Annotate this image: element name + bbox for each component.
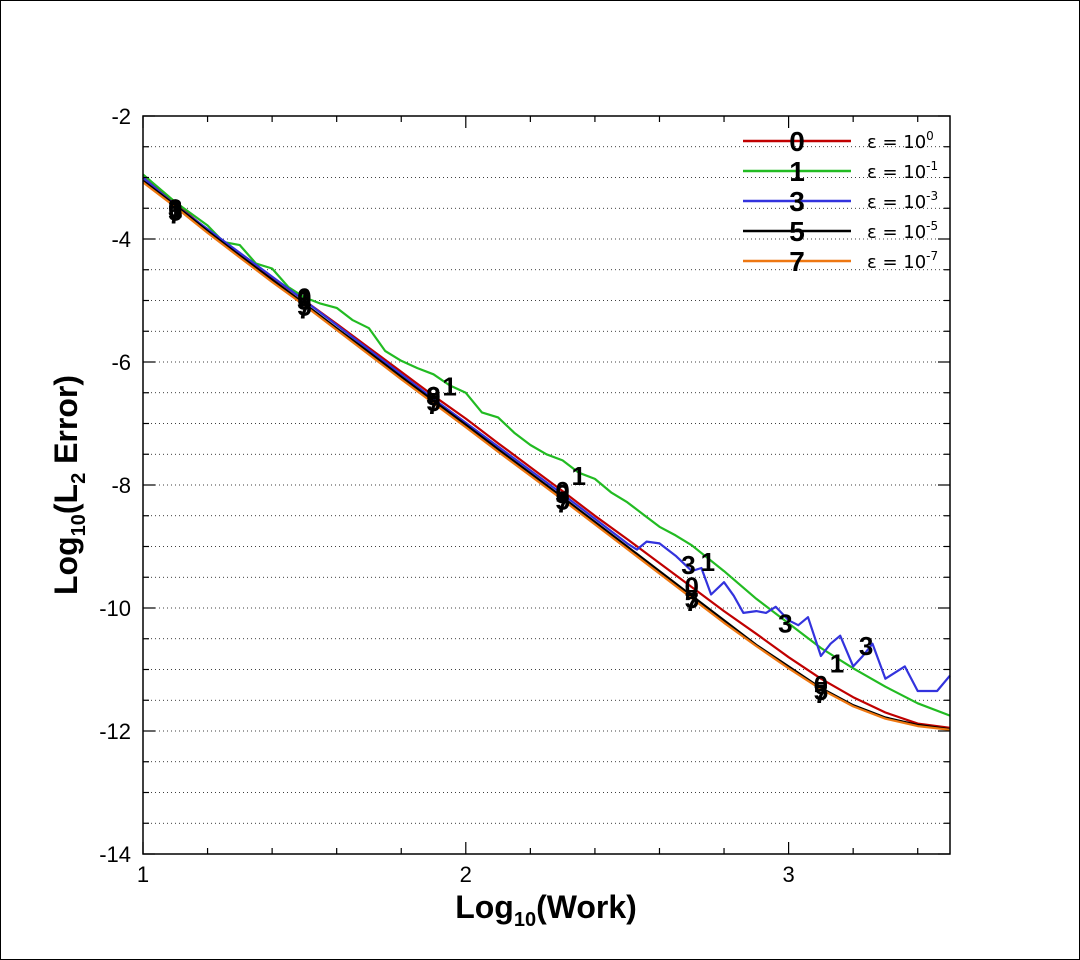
series-marker-1: 1 (572, 461, 586, 491)
series-marker-1: 1 (701, 547, 715, 577)
series-line-7 (142, 181, 951, 731)
series-marker-0: 0 (297, 282, 311, 312)
y-tick-label: -2 (111, 104, 131, 129)
y-axis-title: Log10(L2 Error) (48, 375, 90, 595)
y-tick-label: -10 (99, 596, 131, 621)
series-marker-1: 1 (442, 372, 456, 402)
legend-symbol: 0 (789, 126, 805, 157)
series-marker-3: 3 (859, 631, 873, 661)
legend-label: ε = 100 (867, 129, 934, 153)
x-tick-label: 2 (460, 862, 472, 887)
series-marker-0: 0 (168, 193, 182, 223)
series-marker-7: 7 (555, 488, 569, 518)
series-marker-3: 3 (168, 193, 182, 223)
series-marker-3: 3 (426, 381, 440, 411)
legend-label: ε = 10-1 (867, 159, 938, 183)
series-marker-0: 0 (555, 476, 569, 506)
series-line-1 (142, 173, 951, 717)
y-tick-label: -14 (99, 842, 131, 867)
series-marker-0: 0 (426, 381, 440, 411)
series-line-3 (142, 176, 951, 693)
series-marker-7: 7 (168, 199, 182, 229)
x-tick-label: 1 (137, 862, 149, 887)
legend-label: ε = 10-3 (867, 189, 938, 213)
y-tick-label: -4 (111, 227, 131, 252)
series-line-5 (142, 179, 951, 731)
series-marker-1: 1 (830, 648, 844, 678)
legend-label: ε = 10-5 (867, 219, 938, 243)
series-marker-3: 3 (555, 479, 569, 509)
legend-symbol: 3 (789, 186, 805, 217)
series-marker-0: 0 (685, 571, 699, 601)
legend-symbol: 1 (789, 156, 805, 187)
y-tick-label: -6 (111, 350, 131, 375)
series-marker-5: 5 (685, 584, 699, 614)
series-marker-5: 5 (426, 387, 440, 417)
series-group (142, 173, 951, 731)
series-marker-3: 3 (297, 286, 311, 316)
series-marker-1: 1 (297, 282, 311, 312)
series-marker-1: 1 (168, 193, 182, 223)
series-marker-7: 7 (685, 587, 699, 617)
legend-symbol: 7 (789, 246, 805, 277)
series-marker-7: 7 (426, 390, 440, 420)
series-marker-7: 7 (297, 295, 311, 325)
axis-ticks: -14-12-10-8-6-4-21 2 3 (99, 104, 950, 887)
series-marker-5: 5 (814, 676, 828, 706)
series-marker-5: 5 (168, 196, 182, 226)
x-tick-label: 3 (782, 862, 794, 887)
series-marker-5: 5 (555, 485, 569, 515)
legend-exponent: 0 (926, 129, 934, 143)
series-marker-7: 7 (814, 679, 828, 709)
y-tick-label: -8 (111, 473, 131, 498)
legend-exponent: -1 (926, 159, 938, 173)
y-tick-label: -12 (99, 719, 131, 744)
x-axis-title: Log10(Work) (455, 889, 637, 931)
legend-exponent: -5 (926, 219, 938, 233)
series-marker-5: 5 (297, 292, 311, 322)
series-marker-0: 0 (814, 670, 828, 700)
series-marker-3: 3 (778, 608, 792, 638)
legend-symbol: 5 (789, 216, 805, 247)
legend-exponent: -7 (926, 249, 938, 263)
legend-exponent: -3 (926, 189, 938, 203)
series-marker-3: 3 (681, 550, 695, 580)
